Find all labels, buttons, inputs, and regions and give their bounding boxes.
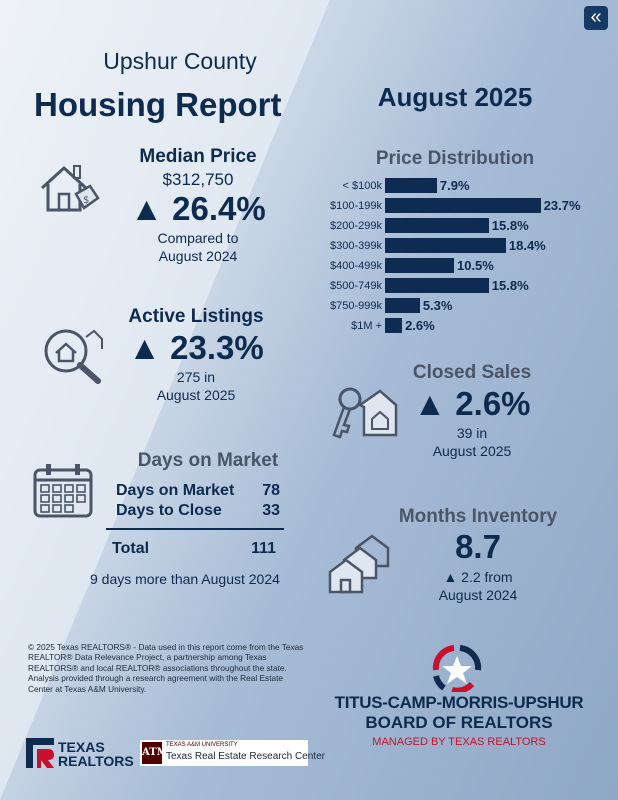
bar (385, 178, 437, 193)
bar-category-label: $500-749k (330, 280, 382, 292)
page-title: Housing Report (34, 86, 282, 123)
months-inventory-value: 8.7 (455, 528, 501, 565)
months-inventory-line-1: ▲ 2.2 from (443, 569, 513, 585)
dom-row-label: Days on Market (116, 482, 235, 499)
closed-sales-heading: Closed Sales (412, 362, 532, 383)
months-inventory-heading: Months Inventory (398, 506, 558, 527)
bar (385, 238, 506, 253)
dtc-row-value: 33 (262, 502, 280, 519)
bar-row: $100-199k 23.7% (315, 198, 615, 215)
key-house-tag-icon (332, 387, 398, 439)
calendar-icon (33, 464, 93, 518)
report-period: August 2025 (377, 82, 533, 112)
median-price-value: $312,750 (162, 170, 234, 189)
median-price-change: ▲ 26.4% (130, 190, 266, 227)
bar-value-label: 5.3% (422, 298, 453, 313)
total-divider (106, 528, 284, 530)
tamu-logo-line-1: TEXAS A&M UNIVERSITY (166, 742, 238, 748)
days-on-market-note: 9 days more than August 2024 (90, 571, 280, 587)
bar-value-label: 15.8% (491, 278, 529, 293)
bar (385, 258, 454, 273)
bar (385, 318, 403, 333)
closed-sales-line-1: 39 in (456, 425, 488, 441)
total-value: 111 (251, 540, 276, 557)
house-search-icon (44, 329, 103, 384)
houses-icon (328, 534, 390, 594)
days-on-market-heading: Days on Market (137, 450, 279, 471)
double-chevron-left-icon[interactable]: « (584, 6, 608, 30)
tamu-logo-box: ATM TEXAS A&M UNIVERSITY Texas Real Esta… (140, 740, 325, 766)
bar-value-label: 15.8% (491, 218, 529, 233)
bar-value-label: 2.6% (405, 318, 435, 333)
house-price-tag-icon: $ (40, 165, 100, 212)
bar-row: $300-399k 18.4% (315, 238, 615, 255)
bar-category-label: $100-199k (330, 200, 382, 212)
bar-row: $400-499k 10.5% (315, 258, 615, 275)
tamu-logo-line-2: Texas Real Estate Research Center (166, 751, 325, 762)
bar (385, 198, 541, 213)
closed-sales-line-2: August 2025 (432, 443, 512, 459)
bar-category-label: $750-999k (330, 300, 382, 312)
texas-realtors-logo-mark (26, 738, 54, 768)
dtc-row-label: Days to Close (116, 502, 222, 519)
disclaimer-text: © 2025 Texas REALTORS® - Data used in th… (28, 642, 304, 694)
bar-value-label: 7.9% (439, 178, 470, 193)
bar (385, 218, 489, 233)
bar-value-label: 10.5% (456, 258, 494, 273)
bar (385, 278, 489, 293)
bar-category-label: $400-499k (330, 260, 382, 272)
bar-category-label: $300-399k (330, 240, 382, 252)
dom-row-value: 78 (262, 482, 280, 499)
board-name-line-2: BOARD OF REALTORS (365, 713, 553, 732)
bar-row: < $100k 7.9% (315, 178, 615, 195)
texas-realtors-logo-line-2: REALTORS (58, 753, 134, 769)
months-inventory-line-2: August 2024 (438, 587, 518, 603)
median-price-compare-1: Compared to (157, 230, 239, 246)
bar-category-label: < $100k (342, 180, 382, 192)
bar-row: $750-999k 5.3% (315, 298, 615, 315)
county-name: Upshur County (103, 48, 257, 74)
board-managed-by: MANAGED BY TEXAS REALTORS (372, 736, 546, 748)
board-name-line-1: TITUS-CAMP-MORRIS-UPSHUR (334, 693, 584, 712)
total-label: Total (112, 540, 150, 557)
active-listings-line-2: August 2025 (156, 387, 236, 403)
bar-row: $500-749k 15.8% (315, 278, 615, 295)
active-listings-heading: Active Listings (128, 306, 264, 327)
tamu-logo-mark: ATM (142, 742, 168, 764)
svg-text:$: $ (83, 195, 89, 206)
bar (385, 298, 420, 313)
bar-row: $200-299k 15.8% (315, 218, 615, 235)
bar-category-label: $1M + (351, 320, 382, 332)
board-star-logo (432, 645, 482, 692)
median-price-heading: Median Price (139, 146, 257, 167)
median-price-compare-2: August 2024 (158, 248, 238, 264)
active-listings-line-1: 275 in (176, 369, 216, 385)
bar-row: $1M + 2.6% (315, 318, 615, 335)
bar-value-label: 23.7% (543, 198, 581, 213)
price-distribution-heading: Price Distribution (375, 148, 535, 169)
active-listings-change: ▲ 23.3% (128, 329, 264, 366)
texas-realtors-logo-line-1: TEXAS (58, 739, 105, 755)
closed-sales-change: ▲ 2.6% (413, 385, 531, 422)
bar-category-label: $200-299k (330, 220, 382, 232)
bar-value-label: 18.4% (508, 238, 546, 253)
